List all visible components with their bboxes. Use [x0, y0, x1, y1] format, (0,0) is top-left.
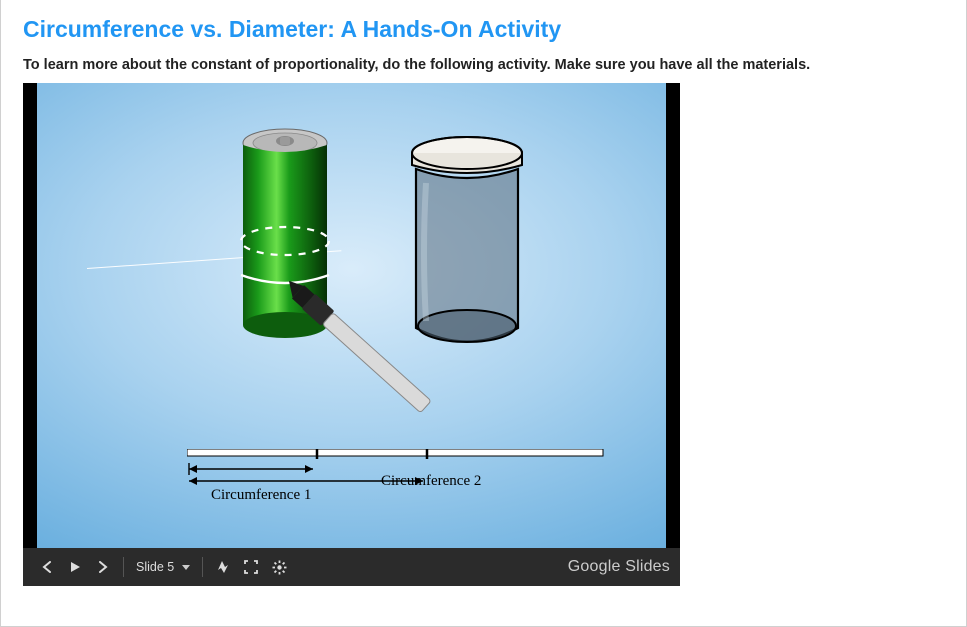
toolbar-separator: [202, 557, 203, 577]
fullscreen-button[interactable]: [237, 553, 265, 581]
play-button[interactable]: [61, 553, 89, 581]
intro-text: To learn more about the constant of prop…: [23, 57, 944, 73]
circumference-1-label: Circumference 1: [211, 487, 311, 504]
prev-button[interactable]: [33, 553, 61, 581]
pointer-button[interactable]: [209, 553, 237, 581]
chevron-down-icon: [182, 565, 190, 570]
next-button[interactable]: [89, 553, 117, 581]
slides-toolbar: Slide 5: [23, 548, 680, 586]
page-container: Circumference vs. Diameter: A Hands-On A…: [0, 0, 967, 627]
slide-frame: Circumference 1 Circumference 2 Slide 5: [23, 83, 680, 586]
google-slides-brand: Google Slides: [568, 558, 670, 576]
marker-illustration: [267, 278, 457, 473]
slide-indicator[interactable]: Slide 5: [130, 560, 196, 574]
settings-button[interactable]: [265, 553, 293, 581]
slide-indicator-label: Slide 5: [136, 560, 174, 574]
brand-word-2: Slides: [621, 558, 670, 575]
brand-word-1: Google: [568, 558, 621, 575]
slide-canvas: Circumference 1 Circumference 2: [37, 83, 666, 548]
content-wrap: Circumference vs. Diameter: A Hands-On A…: [1, 0, 966, 586]
page-title: Circumference vs. Diameter: A Hands-On A…: [23, 16, 944, 43]
toolbar-separator: [123, 557, 124, 577]
circumference-2-label: Circumference 2: [381, 473, 481, 490]
